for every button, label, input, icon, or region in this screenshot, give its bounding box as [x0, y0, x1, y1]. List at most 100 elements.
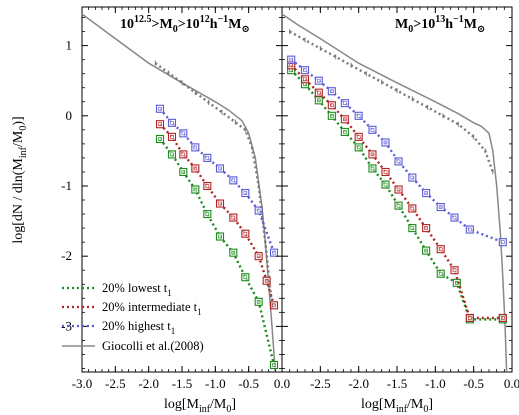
- data-point-inner: [256, 208, 261, 213]
- data-point-inner: [181, 131, 186, 136]
- data-point: [269, 301, 279, 310]
- data-point-inner: [181, 170, 186, 174]
- data-point-inner: [343, 101, 347, 105]
- data-point: [287, 55, 296, 64]
- data-point-inner: [205, 184, 210, 188]
- data-point: [203, 181, 212, 191]
- data-point-inner: [170, 152, 174, 157]
- x-tick-label: -2.5: [310, 376, 331, 391]
- y-tick-label: 0: [66, 108, 73, 123]
- x-tick-label: -1.0: [205, 376, 226, 391]
- data-point-inner: [218, 234, 222, 239]
- y-tick-label: -2: [61, 248, 72, 263]
- data-point: [229, 213, 238, 222]
- x-tick-label: 0.0: [274, 376, 290, 391]
- data-point-inner: [330, 103, 334, 108]
- series-line-20-lowest-t1: [290, 69, 503, 321]
- data-point: [381, 138, 390, 147]
- data-point-inner: [193, 145, 198, 150]
- data-point-inner: [424, 191, 428, 195]
- data-point: [300, 66, 310, 75]
- data-point: [229, 176, 238, 185]
- series-line-20-highest-t1: [290, 58, 504, 244]
- data-point-inner: [218, 201, 222, 206]
- data-point-inner: [330, 89, 334, 94]
- data-point-inner: [438, 271, 443, 276]
- y-tick-label: -1: [61, 178, 72, 193]
- data-point-inner: [316, 98, 321, 103]
- data-point-inner: [231, 250, 236, 255]
- data-point-inner: [424, 248, 428, 253]
- data-point-inner: [356, 145, 361, 150]
- series-line-20-intermediate-t1: [159, 123, 276, 306]
- data-point: [215, 164, 225, 173]
- data-point: [269, 360, 279, 370]
- data-point: [394, 201, 403, 210]
- data-point-inner: [343, 130, 347, 134]
- series-line-20-highest-t1: [159, 108, 276, 254]
- data-point: [179, 150, 188, 159]
- data-point: [436, 269, 445, 278]
- data-point-inner: [272, 250, 276, 255]
- data-point-inner: [500, 316, 505, 320]
- data-point: [408, 224, 417, 233]
- data-point: [203, 153, 212, 162]
- data-point: [179, 167, 188, 177]
- panel-left-series: [81, 13, 279, 373]
- series-line-mean: [289, 30, 494, 173]
- data-point-inner: [205, 156, 210, 160]
- data-point: [498, 313, 507, 323]
- data-point-inner: [370, 152, 375, 157]
- data-point-inner: [396, 159, 401, 164]
- x-axis-title-left: log[Minf/M0]: [164, 397, 236, 415]
- legend-label-highest: 20% highest t1: [102, 319, 175, 336]
- data-point: [229, 248, 238, 257]
- data-point-inner: [410, 206, 415, 211]
- data-point: [314, 88, 323, 97]
- legend-label-intermediate: 20% intermediate t1: [102, 300, 202, 317]
- data-point: [381, 167, 390, 177]
- x-tick-label: 0.0: [504, 376, 519, 391]
- data-point-inner: [383, 182, 388, 187]
- data-point: [241, 273, 250, 282]
- data-point-inner: [289, 63, 294, 68]
- legend: 20% lowest t1 20% intermediate t1 20% hi…: [62, 281, 204, 353]
- data-point: [381, 180, 390, 189]
- panel-left: -3.0 -2.5 -2.0 -1.5 -1.0 -0.5 0.0 1 0 -1 -2 -3 1012…: [61, 6, 290, 391]
- data-point-inner: [500, 240, 505, 244]
- legend-label-lowest: 20% lowest t1: [102, 281, 172, 298]
- data-point-inner: [231, 178, 236, 183]
- data-point-inner: [303, 77, 307, 82]
- series-line-20-lowest-t1: [159, 138, 276, 366]
- data-point: [465, 225, 474, 234]
- x-tick-label: -0.5: [463, 376, 484, 391]
- data-point-inner: [231, 215, 236, 220]
- data-point: [300, 75, 310, 84]
- data-point-inner: [256, 300, 261, 304]
- data-point: [354, 111, 363, 120]
- data-point: [327, 87, 336, 96]
- data-point-inner: [370, 166, 375, 171]
- data-point-inner: [158, 106, 162, 111]
- data-point-inner: [330, 113, 334, 118]
- data-point-inner: [193, 166, 198, 171]
- data-point-inner: [383, 140, 388, 145]
- data-point-inner: [452, 268, 457, 273]
- data-point: [354, 143, 363, 152]
- data-point: [167, 150, 177, 159]
- data-point-inner: [316, 90, 321, 95]
- data-point-inner: [468, 227, 472, 232]
- data-point: [436, 202, 445, 212]
- legend-label-giocolli: Giocolli et al.(2008): [102, 339, 204, 353]
- data-point-inner: [356, 113, 361, 118]
- data-point: [408, 204, 417, 213]
- x-tick-label: -3.0: [72, 376, 93, 391]
- data-point-inner: [410, 226, 415, 230]
- data-point: [465, 313, 474, 323]
- x-tick-label: -2.0: [348, 376, 369, 391]
- data-point-inner: [158, 137, 162, 141]
- data-point-inner: [243, 231, 248, 236]
- data-point: [422, 246, 431, 255]
- y-tick-label: 1: [66, 38, 73, 53]
